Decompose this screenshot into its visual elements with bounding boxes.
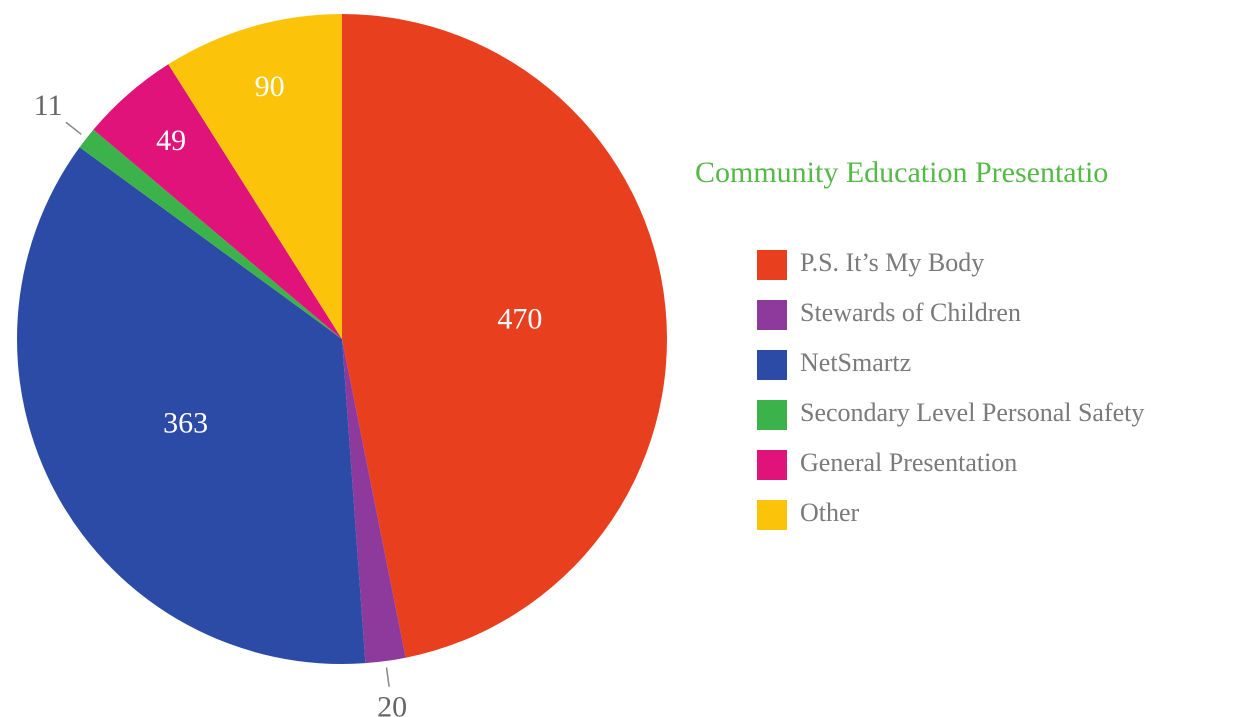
value-label: 90 xyxy=(255,70,285,103)
legend-swatch xyxy=(757,300,787,330)
pie-slice xyxy=(342,339,406,664)
legend-label: General Presentation xyxy=(800,448,1017,477)
pie-slice xyxy=(16,147,366,664)
legend-swatch xyxy=(757,250,787,280)
legend-label: P.S. It’s My Body xyxy=(800,248,984,277)
legend-label: Secondary Level Personal Safety xyxy=(800,398,1144,427)
legend-swatch xyxy=(757,450,787,480)
value-label: 363 xyxy=(163,407,208,440)
legend-swatch xyxy=(757,400,787,430)
value-label: 11 xyxy=(34,89,63,122)
value-label: 20 xyxy=(377,690,407,717)
leader-line xyxy=(385,667,390,687)
pie-slice xyxy=(168,14,342,339)
legend-label: Stewards of Children xyxy=(800,298,1021,327)
value-label: 49 xyxy=(156,124,186,157)
legend-label: NetSmartz xyxy=(800,348,911,377)
legend-swatch xyxy=(757,500,787,530)
leader-line xyxy=(65,121,82,135)
pie-slice xyxy=(342,14,667,658)
pie-slice xyxy=(93,64,342,340)
legend-swatch xyxy=(757,350,787,380)
value-label: 470 xyxy=(497,302,542,335)
legend-label: Other xyxy=(800,498,860,527)
chart-title: Community Education Presentatio xyxy=(695,156,1108,189)
pie-slice xyxy=(79,129,342,339)
